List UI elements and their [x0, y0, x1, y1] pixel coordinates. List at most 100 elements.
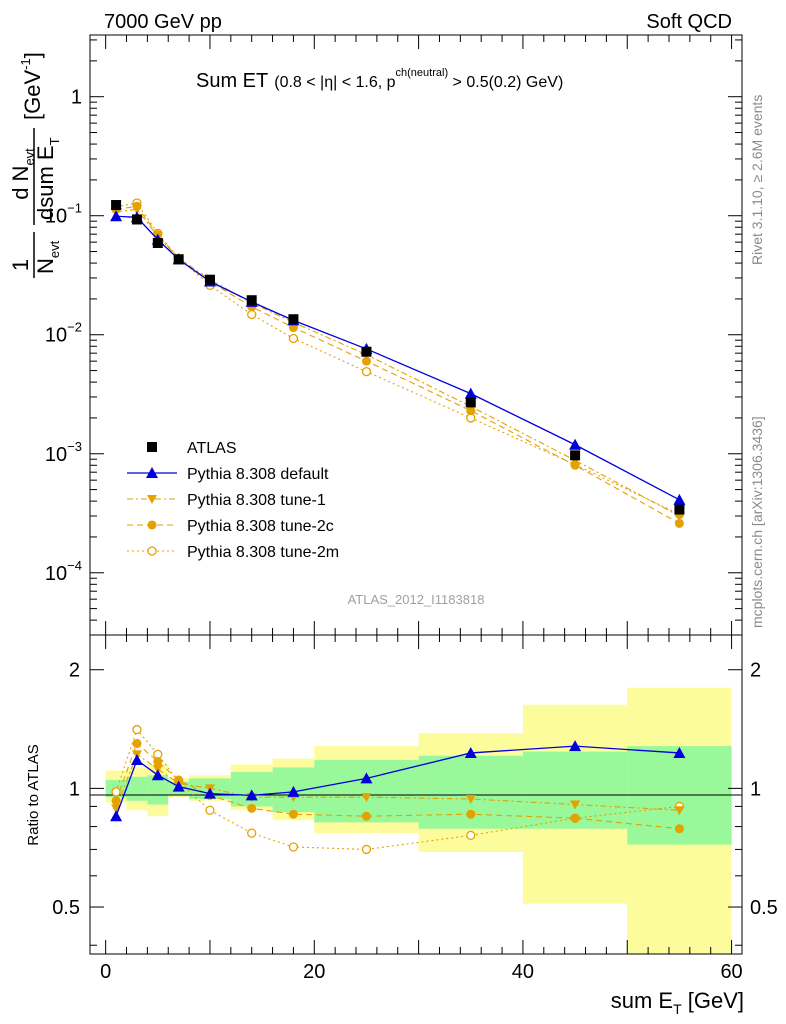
ylabel-nevt: Nevt — [33, 240, 62, 274]
ratio-point-tune1 — [361, 793, 372, 803]
point-default — [673, 493, 686, 505]
ratio-point-default — [172, 780, 185, 792]
ratio-point-default — [151, 769, 164, 781]
legend-label-tune1: Pythia 8.308 tune-1 — [187, 492, 326, 509]
header-energy: 7000 GeV pp — [104, 11, 222, 33]
ratio-point-tune2c — [111, 796, 121, 806]
ratio-point-default — [110, 810, 123, 822]
main-series — [110, 198, 686, 528]
ylabel-dsum: dsum ET — [33, 137, 62, 220]
point-tune2m — [288, 333, 299, 344]
ratio-point-default — [464, 746, 477, 758]
main-y-tick-label: 10−1 — [45, 201, 82, 228]
ratio-y-tick-label: 0.5 — [52, 897, 80, 919]
point-data — [465, 397, 476, 408]
point-tune2c — [674, 518, 684, 528]
legend-marker-data — [147, 442, 157, 452]
x-tick-label: 60 — [720, 961, 742, 983]
point-data — [570, 450, 581, 461]
ylabel-one: 1 — [8, 259, 33, 271]
point-default — [569, 438, 582, 450]
analysis-watermark: ATLAS_2012_I1183818 — [348, 592, 485, 607]
x-tick-label: 20 — [303, 961, 325, 983]
ratio-y-tick-label: 2 — [69, 660, 80, 682]
ratio-point-tune2c — [361, 811, 371, 821]
main-y-axis-label: 1 Nevt d Nevt dsum ET [GeV-1] — [8, 52, 62, 278]
point-data — [173, 254, 184, 265]
ratio-y-axis-label: Ratio to ATLAS — [25, 744, 42, 845]
plot-title: Sum ET (0.8 < |η| < 1.6, pch(neutral) > 0… — [196, 67, 563, 92]
legend-label-default: Pythia 8.308 default — [187, 466, 329, 483]
main-y-tick-label: 10−4 — [45, 558, 82, 585]
ratio-point-tune2c — [153, 757, 163, 767]
ratio-point-tune2c — [247, 803, 257, 813]
ratio-point-default — [673, 746, 686, 758]
ratio-point-tune1 — [674, 806, 685, 816]
legend: ATLAS Pythia 8.308 default Pythia 8.308 tu… — [127, 440, 339, 561]
legend-marker-tune2m — [147, 546, 157, 556]
header-process: Soft QCD — [646, 11, 732, 33]
point-default — [110, 210, 123, 222]
point-data — [361, 346, 372, 357]
legend-label-tune2m: Pythia 8.308 tune-2m — [187, 544, 339, 561]
ratio-point-default — [203, 787, 216, 799]
ratio-point-tune2m — [288, 842, 299, 852]
ratio-y-tick-label-right: 0.5 — [750, 897, 778, 919]
legend-marker-tune1 — [147, 495, 157, 504]
plot-title-detail-end: > 0.5(0.2) GeV) — [448, 74, 563, 91]
x-tick-label: 40 — [512, 961, 534, 983]
legend-marker-default — [146, 467, 158, 478]
ratio-point-default — [360, 772, 373, 784]
ratio-y-tick-label: 1 — [69, 778, 80, 800]
ratio-y-tick-label-right: 1 — [750, 778, 761, 800]
point-tune2m — [361, 366, 372, 377]
point-tune2m — [247, 309, 257, 320]
series-line-tune2m — [115, 202, 680, 515]
ratio-point-tune2c — [288, 809, 298, 819]
point-data — [204, 274, 215, 285]
ratio-point-tune2m — [111, 787, 121, 797]
ratio-point-tune1 — [111, 804, 122, 814]
main-y-tick-label: 10−3 — [45, 439, 82, 466]
plot-title-sup: ch(neutral) — [396, 67, 449, 79]
ratio-series — [110, 724, 686, 855]
ratio-point-default — [287, 785, 300, 797]
plot-title-main: Sum ET — [196, 70, 268, 92]
point-tune2c — [361, 356, 371, 366]
point-data — [246, 295, 257, 306]
mcplots-info: mcplots.cern.ch [arXiv:1306.3436] — [749, 416, 765, 628]
point-default — [464, 387, 477, 399]
point-tune1 — [131, 205, 142, 215]
ratio-y-tick-label-right: 2 — [750, 660, 761, 682]
ratio-point-tune2c — [570, 813, 580, 823]
ratio-point-default — [245, 789, 258, 801]
ratio-point-default — [569, 740, 582, 752]
rivet-info: Rivet 3.1.10, ≥ 2.6M events — [749, 95, 765, 265]
ratio-point-tune1 — [570, 800, 581, 810]
ratio-point-tune2m — [466, 830, 476, 841]
ratio-point-default — [130, 754, 143, 766]
point-data — [288, 314, 299, 325]
ratio-point-tune2c — [674, 824, 684, 834]
point-data — [131, 214, 142, 225]
point-data — [674, 504, 685, 515]
ratio-point-tune2m — [205, 805, 215, 815]
ratio-point-tune2m — [361, 844, 372, 855]
x-tick-label: 0 — [100, 961, 111, 983]
x-axis-label: sum ET [GeV] — [611, 988, 744, 1017]
band-inner-bin — [147, 775, 169, 805]
plot-title-detail: (0.8 < |η| < 1.6, p — [274, 74, 395, 91]
point-data — [111, 200, 122, 211]
point-data — [152, 237, 163, 248]
ratio-point-tune1 — [465, 794, 476, 804]
tick-labels: 110−110−210−310−40.5 0.51 12 20 20 40 60 — [45, 87, 778, 983]
ratio-point-tune2m — [132, 724, 142, 735]
ratio-point-tune2m — [247, 828, 257, 838]
series-line-default — [116, 215, 680, 501]
ratio-point-tune2c — [466, 809, 476, 819]
main-y-tick-label: 1 — [71, 87, 82, 109]
axis-ticks — [90, 35, 742, 954]
legend-marker-tune2c — [147, 520, 157, 530]
ratio-point-tune2c — [132, 738, 142, 748]
